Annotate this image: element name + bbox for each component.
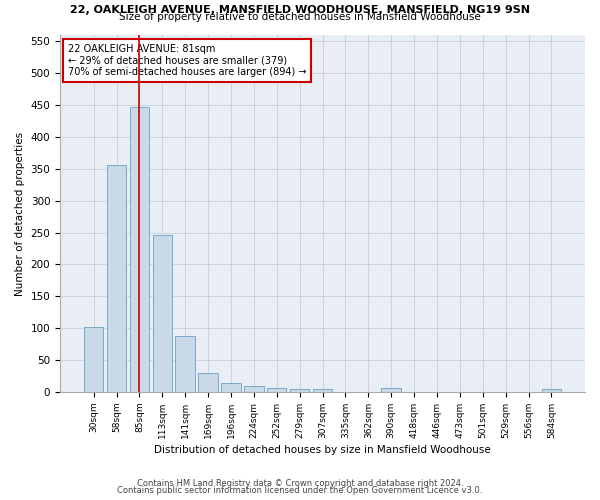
Text: Contains public sector information licensed under the Open Government Licence v3: Contains public sector information licen… [118, 486, 482, 495]
Text: Contains HM Land Registry data © Crown copyright and database right 2024.: Contains HM Land Registry data © Crown c… [137, 478, 463, 488]
Bar [152, 235, 172, 392]
Bar [382, 388, 401, 392]
X-axis label: Distribution of detached houses by size in Mansfield Woodhouse: Distribution of detached houses by size … [154, 445, 491, 455]
Bar [290, 389, 310, 392]
Text: 22 OAKLEIGH AVENUE: 81sqm
← 29% of detached houses are smaller (379)
70% of semi: 22 OAKLEIGH AVENUE: 81sqm ← 29% of detac… [68, 44, 307, 77]
Bar [313, 389, 332, 392]
Y-axis label: Number of detached properties: Number of detached properties [15, 132, 25, 296]
Bar [244, 386, 263, 392]
Bar [130, 107, 149, 392]
Bar [542, 389, 561, 392]
Bar [267, 388, 286, 392]
Text: 22, OAKLEIGH AVENUE, MANSFIELD WOODHOUSE, MANSFIELD, NG19 9SN: 22, OAKLEIGH AVENUE, MANSFIELD WOODHOUSE… [70, 5, 530, 15]
Bar [84, 327, 103, 392]
Bar [199, 373, 218, 392]
Text: Size of property relative to detached houses in Mansfield Woodhouse: Size of property relative to detached ho… [119, 12, 481, 22]
Bar [221, 383, 241, 392]
Bar [107, 165, 126, 392]
Bar [175, 336, 195, 392]
